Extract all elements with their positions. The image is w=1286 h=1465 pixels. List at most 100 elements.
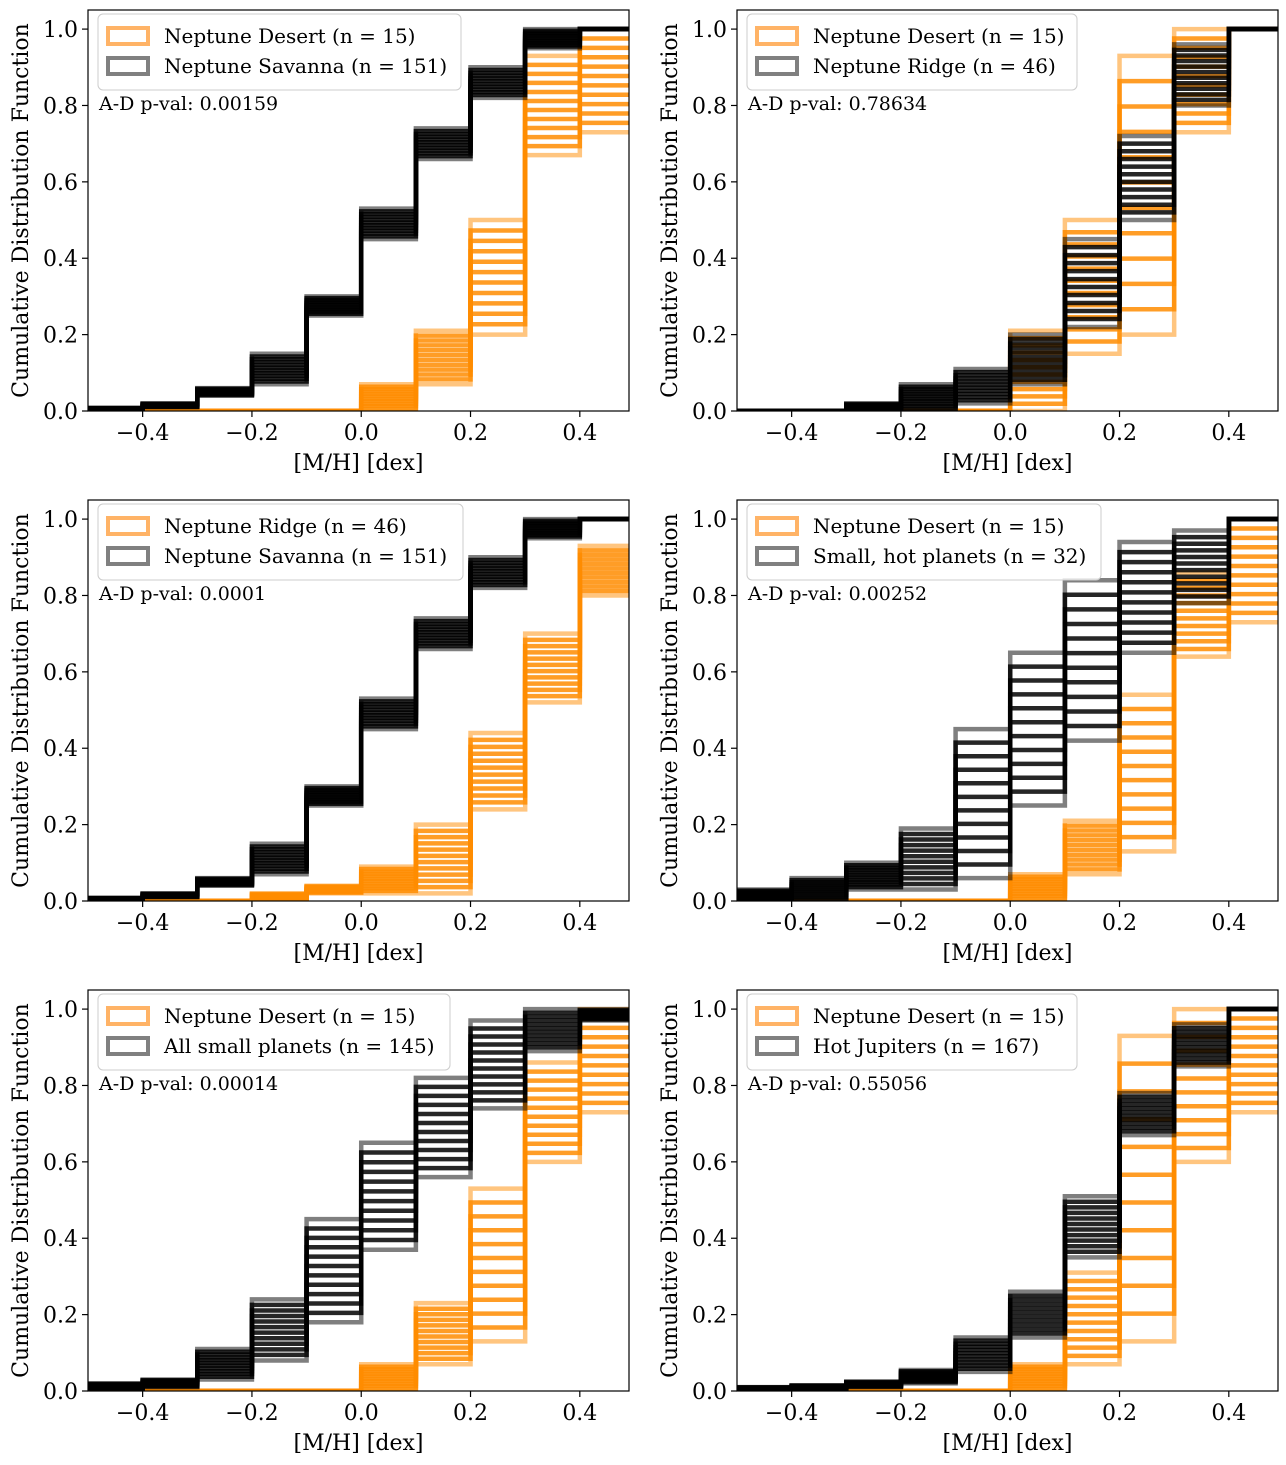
y-tick-label: 0.6	[692, 661, 727, 686]
x-tick-label: −0.2	[874, 1401, 927, 1426]
series-black	[88, 516, 629, 901]
x-axis-label: [M/H] [dex]	[943, 941, 1073, 966]
legend-swatch-orange	[106, 1006, 150, 1026]
ad-pvalue-annotation: A-D p-val: 0.0001	[98, 583, 266, 605]
x-axis-label: [M/H] [dex]	[294, 451, 424, 476]
cdf-step-line	[88, 92, 629, 411]
cdf-step-line	[88, 579, 629, 901]
y-tick-label: 0.8	[692, 1074, 727, 1099]
series-orange	[88, 26, 629, 411]
cdf-step-line	[88, 575, 629, 901]
x-tick-label: −0.4	[116, 421, 169, 446]
x-tick-label: 0.4	[562, 1401, 597, 1426]
cdf-step-line	[88, 120, 629, 411]
axes-frame	[87, 499, 630, 902]
axes-frame	[87, 9, 630, 412]
axes-frame	[736, 989, 1279, 1392]
x-tick-label: −0.4	[116, 1401, 169, 1426]
x-tick-label: −0.2	[874, 421, 927, 446]
legend-entry-label: Hot Jupiters (n = 167)	[813, 1034, 1039, 1058]
cdf-step-line	[88, 26, 629, 411]
x-tick-label: 0.0	[344, 911, 379, 936]
legend-entry-label: Small, hot planets (n = 32)	[813, 544, 1086, 568]
ad-pvalue-annotation: A-D p-val: 0.00159	[98, 93, 278, 115]
y-tick-label: 0.2	[692, 1304, 727, 1329]
plot-area	[737, 26, 1278, 411]
y-tick-label: 0.2	[692, 324, 727, 349]
legend-swatch-orange	[755, 26, 799, 46]
legend-entry-label: Neptune Savanna (n = 151)	[164, 54, 447, 78]
legend-swatch-gray	[106, 1036, 150, 1056]
y-tick-label: 1.0	[43, 18, 78, 43]
series-black	[737, 1006, 1278, 1391]
axes-frame	[736, 9, 1279, 412]
x-tick-label: 0.2	[1102, 421, 1137, 446]
legend: Neptune Desert (n = 15) Neptune Savanna (…	[97, 13, 462, 91]
cdf-step-line	[88, 516, 629, 901]
x-tick-label: −0.2	[225, 911, 278, 936]
cdf-step-line	[737, 26, 1278, 411]
cdf-step-line	[88, 548, 629, 901]
y-tick-label: 0.6	[692, 171, 727, 196]
x-tick-label: 0.4	[562, 911, 597, 936]
y-tick-label: 0.4	[43, 247, 78, 272]
y-axis-label: Cumulative Distribution Function	[9, 513, 34, 888]
x-tick-label: 0.4	[1211, 1401, 1246, 1426]
x-tick-label: 0.2	[1102, 1401, 1137, 1426]
cdf-step-line	[88, 1091, 629, 1391]
legend-entry-label: Neptune Ridge (n = 46)	[164, 514, 407, 538]
y-tick-label: 1.0	[692, 998, 727, 1023]
y-tick-label: 1.0	[43, 998, 78, 1023]
x-tick-label: 0.0	[344, 1401, 379, 1426]
legend: Neptune Ridge (n = 46) Neptune Savanna (n…	[97, 503, 464, 581]
legend-swatch-orange	[106, 26, 150, 46]
y-tick-label: 0.4	[43, 737, 78, 762]
legend: Neptune Desert (n = 15) Small, hot planet…	[746, 503, 1102, 581]
x-tick-label: 0.2	[1102, 911, 1137, 936]
legend-box	[97, 503, 464, 581]
y-tick-label: 1.0	[692, 18, 727, 43]
ad-pvalue-annotation: A-D p-val: 0.00252	[747, 583, 927, 605]
legend-box	[746, 993, 1078, 1071]
cdf-step-line	[88, 543, 629, 901]
cdf-step-line	[88, 570, 629, 901]
y-tick-label: 0.6	[43, 661, 78, 686]
y-tick-label: 0.0	[43, 890, 78, 915]
plot-area	[737, 516, 1278, 901]
y-tick-label: 0.2	[43, 1304, 78, 1329]
chart-panel-6: 0.0 0.2 0.4 0.6 0.8 1.0 −0.4 −0.2 0.0 0.2 0.4 [M/H]…	[658, 989, 1279, 1456]
legend-box	[97, 13, 462, 91]
y-tick-label: 0.8	[692, 584, 727, 609]
plot-area	[88, 26, 629, 411]
x-tick-label: −0.2	[874, 911, 927, 936]
y-tick-label: 0.0	[692, 400, 727, 425]
y-tick-label: 0.0	[43, 400, 78, 425]
legend: Neptune Desert (n = 15) Hot Jupiters (n =…	[746, 993, 1078, 1071]
x-axis-label: [M/H] [dex]	[294, 941, 424, 966]
legend-swatch-gray	[755, 56, 799, 76]
y-axis-label: Cumulative Distribution Function	[658, 513, 683, 888]
y-axis-label: Cumulative Distribution Function	[9, 23, 34, 398]
x-tick-label: 0.4	[1211, 421, 1246, 446]
x-tick-label: −0.2	[225, 421, 278, 446]
legend-entry-label: Neptune Desert (n = 15)	[813, 24, 1064, 48]
y-tick-label: 0.0	[43, 1380, 78, 1405]
cdf-step-line	[88, 561, 629, 901]
x-tick-label: 0.2	[453, 911, 488, 936]
y-tick-label: 1.0	[692, 508, 727, 533]
cdf-step-line	[88, 26, 629, 411]
chart-panel-5: 0.0 0.2 0.4 0.6 0.8 1.0 −0.4 −0.2 0.0 0.2 0.4 [M/H]…	[9, 989, 630, 1456]
legend-entry-label: All small planets (n = 145)	[163, 1034, 435, 1058]
y-tick-label: 0.6	[43, 1151, 78, 1176]
ad-pvalue-annotation: A-D p-val: 0.78634	[747, 93, 927, 115]
cdf-step-line	[88, 566, 629, 901]
legend-swatch-orange	[106, 516, 150, 536]
legend-swatch-orange	[755, 1006, 799, 1026]
legend: Neptune Desert (n = 15) All small planets…	[97, 993, 451, 1071]
x-tick-label: 0.0	[993, 911, 1028, 936]
x-tick-label: 0.0	[993, 421, 1028, 446]
plot-area	[88, 516, 629, 901]
x-tick-label: 0.2	[453, 1401, 488, 1426]
legend-box	[97, 993, 451, 1071]
